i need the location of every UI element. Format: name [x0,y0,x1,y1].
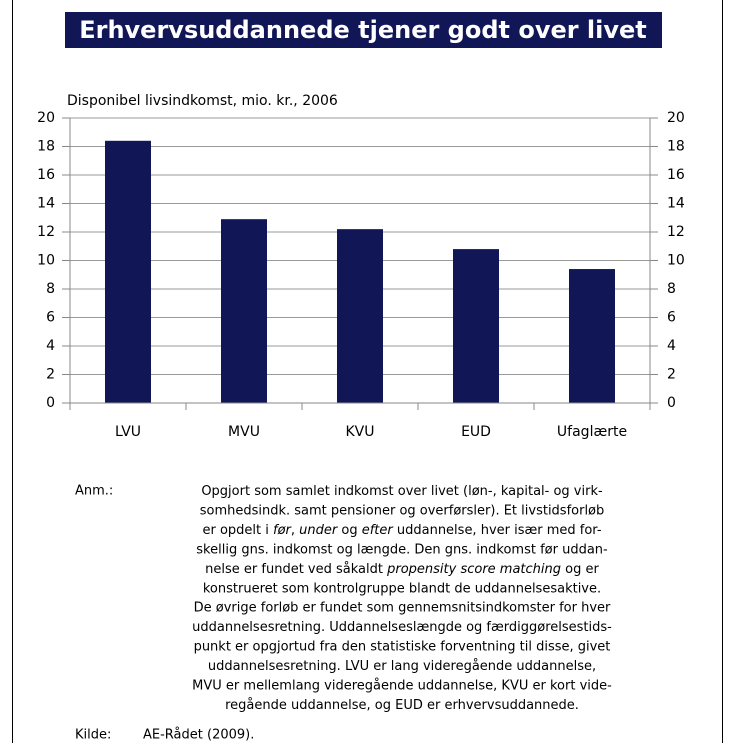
y2-tick-label: 20 [667,110,685,126]
note-segment: punkt er opgjortud fra den statistiske f… [194,639,611,654]
y2-tick-label: 16 [667,167,685,183]
note-segment: regående uddannelse, og EUD er erhvervsu… [225,697,579,712]
y-axis-label: Disponibel livsindkomst, mio. kr., 2006 [67,93,338,109]
note-segment: før [273,522,293,537]
note-line: punkt er opgjortud fra den statistiske f… [194,639,611,654]
note-segment: under [299,522,339,537]
note-line: skellig gns. indkomst og længde. Den gns… [196,542,608,557]
y-tick-label: 6 [46,310,55,326]
y2-tick-label: 18 [667,139,685,155]
note-line: somhedsindk. samt pensioner og overførsl… [200,503,605,518]
note-line: MVU er mellemlang videregående uddannels… [192,678,612,693]
x-tick-label: EUD [461,424,491,440]
note-segment: somhedsindk. samt pensioner og overførsl… [200,503,605,518]
y-tick-label: 10 [37,253,55,269]
note-line: Opgjort som samlet indkomst over livet (… [201,484,603,499]
source-label: Kilde: [75,728,111,743]
y-tick-label: 14 [37,196,55,212]
y-tick-label: 16 [37,167,55,183]
y2-tick-label: 6 [667,310,676,326]
y-tick-label: 12 [37,224,55,240]
y-tick-label: 4 [46,338,55,354]
title-box [65,12,662,48]
note-line: regående uddannelse, og EUD er erhvervsu… [225,697,579,712]
y-tick-label: 20 [37,110,55,126]
y2-tick-label: 12 [667,224,685,240]
note-line: De øvrige forløb er fundet som gennemsni… [194,600,611,615]
note-segment: er opdelt i [202,522,273,537]
note-segment: De øvrige forløb er fundet som gennemsni… [194,600,611,615]
note-segment: konstrueret som kontrolgruppe blandt de … [203,581,601,596]
note-segment: uddannelsesretning. LVU er lang videregå… [208,659,596,674]
note-segment: Opgjort som samlet indkomst over livet (… [201,484,603,499]
y2-tick-label: 2 [667,367,676,383]
y2-tick-label: 0 [667,395,676,411]
y2-tick-label: 10 [667,253,685,269]
y2-tick-label: 4 [667,338,676,354]
note-segment: uddannelsesretning. Uddannelseslængde og… [192,620,612,635]
bar [569,269,615,403]
y-tick-label: 8 [46,281,55,297]
note-line: er opdelt i før, under og efter uddannel… [202,522,601,537]
x-tick-label: Ufaglærte [557,424,627,440]
note-line: uddannelsesretning. Uddannelseslængde og… [192,620,612,635]
note-segment: og er [561,561,599,576]
bar [105,140,151,404]
note-line: uddannelsesretning. LVU er lang videregå… [208,659,596,674]
y-tick-label: 2 [46,367,55,383]
y-tick-label: 18 [37,139,55,155]
bar [221,219,267,403]
note-label: Anm.: [75,484,113,499]
note-line: nelse er fundet ved såkaldt propensity s… [205,561,599,576]
x-tick-label: MVU [228,424,260,440]
note-segment: og [337,522,361,537]
bar [337,229,383,403]
chart-title: Erhvervsuddannede tjener godt over livet [79,16,647,44]
x-tick-label: KVU [345,424,374,440]
y2-tick-label: 8 [667,281,676,297]
bar [453,249,499,403]
note-segment: efter [362,522,395,537]
source-text: AE-Rådet (2009). [143,728,254,743]
note-segment: uddannelse, hver især med for- [393,522,602,537]
note-segment: propensity score matching [386,561,561,576]
note-segment: nelse er fundet ved såkaldt [205,561,387,576]
note-segment: MVU er mellemlang videregående uddannels… [192,678,612,693]
note-line: konstrueret som kontrolgruppe blandt de … [203,581,601,596]
note-segment: , [291,522,299,537]
note-segment: skellig gns. indkomst og længde. Den gns… [196,542,608,557]
y2-tick-label: 14 [667,196,685,212]
x-tick-label: LVU [115,424,141,440]
y-tick-label: 0 [46,395,55,411]
